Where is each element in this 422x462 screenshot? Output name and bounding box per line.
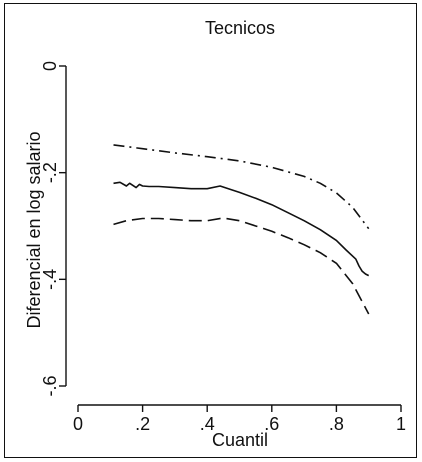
x-tick-label: 0 xyxy=(73,414,83,434)
chart-title: Tecnicos xyxy=(205,18,275,38)
series-line-estimate xyxy=(113,181,370,277)
x-tick-label: .4 xyxy=(200,414,215,434)
y-axis-label: Diferencial en log salario xyxy=(24,131,44,328)
series-line-lower-bound xyxy=(113,217,370,315)
x-tick-label: .8 xyxy=(329,414,344,434)
x-axis-label: Cuantil xyxy=(212,430,268,450)
x-tick-label: .2 xyxy=(135,414,150,434)
x-tick-label: 1 xyxy=(396,414,406,434)
y-tick-label: -.2 xyxy=(40,162,60,183)
y-tick-label: 0 xyxy=(40,61,60,71)
x-tick-label: .6 xyxy=(264,414,279,434)
y-tick-label: -.6 xyxy=(40,375,60,396)
series-line-upper-bound xyxy=(113,144,370,230)
chart-frame xyxy=(4,3,417,458)
y-tick-label: -.4 xyxy=(40,269,60,290)
